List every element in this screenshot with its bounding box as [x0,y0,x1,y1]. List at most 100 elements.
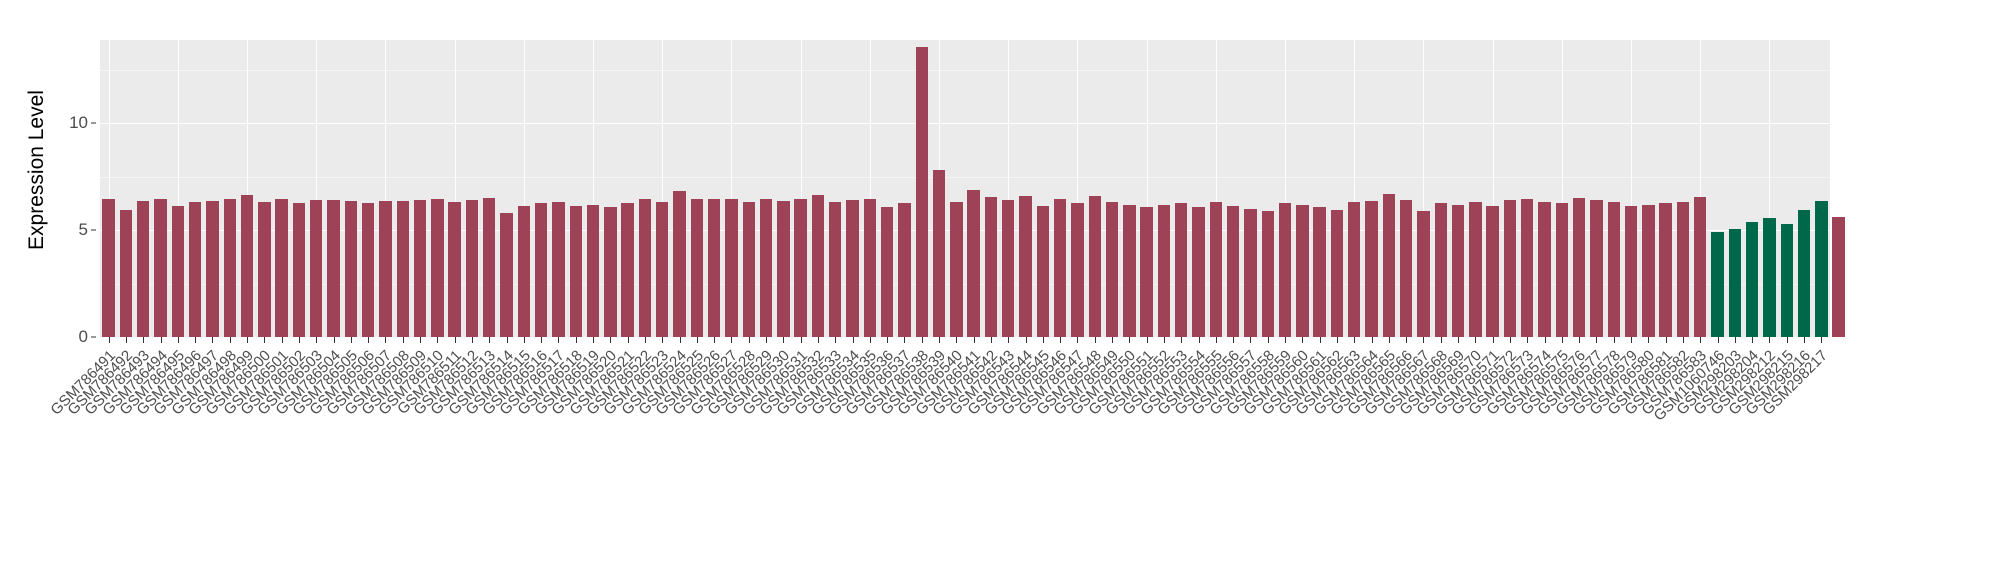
bar [465,200,479,337]
grid-line-vertical [177,40,179,337]
bar [137,201,150,337]
x-axis-tick-mark [748,337,750,343]
x-axis-tick-mark [247,337,249,343]
x-axis-tick-mark [990,337,992,343]
bar [1123,204,1136,337]
x-axis-tick-mark [1181,337,1183,343]
bar [725,199,738,337]
bar [361,203,375,337]
bar [1486,205,1499,337]
grid-line-vertical [247,40,249,337]
x-axis-tick-mark [1302,337,1304,343]
x-axis-tick-mark [1769,337,1771,343]
grid-line-vertical [454,40,456,337]
x-axis-tick-mark [1527,337,1529,343]
bar [327,200,340,337]
grid-line-vertical [1008,40,1010,337]
x-axis-tick-mark [420,337,422,343]
bar [1434,203,1447,337]
bar [310,200,323,337]
x-axis-tick-mark [1509,337,1511,343]
plot-panel [100,40,1845,337]
bar [1382,193,1396,337]
x-axis-tick-mark [869,337,871,343]
bar [569,205,582,337]
x-axis-tick-mark [212,337,214,343]
bar [431,199,444,337]
bar [240,194,254,337]
grid-line-vertical [593,40,595,337]
bar [1521,199,1534,337]
bar [206,201,219,337]
x-axis-tick-mark [679,337,681,343]
bar [1745,221,1759,337]
x-axis-tick-mark [1008,337,1010,343]
x-axis-tick-mark [350,337,352,343]
bar [413,200,427,337]
bar [1036,205,1050,337]
grid-line-vertical [1077,40,1079,337]
bar [1676,202,1690,337]
bar [932,170,946,337]
x-axis-tick-mark [817,337,819,343]
bar [777,201,790,337]
bar [1399,200,1413,337]
bar [621,203,634,337]
x-axis-tick-mark [575,337,577,343]
bar [534,203,548,337]
bar [1728,229,1742,337]
bar [759,199,773,337]
x-axis-tick-mark [229,337,231,343]
bar [794,199,807,337]
bar [656,202,669,337]
bar [863,199,877,337]
x-axis-tick-mark [1129,337,1131,343]
bar [1071,203,1084,337]
x-axis-tick-mark [1682,337,1684,343]
x-axis-tick-mark [1267,337,1269,343]
bar [811,194,825,337]
bar [1503,200,1517,337]
grid-line-vertical [1354,40,1356,337]
bar [1607,202,1620,337]
x-axis-tick-mark [1319,337,1321,343]
x-axis-tick-mark [1146,337,1148,343]
bar [1659,203,1672,337]
bar [915,47,928,337]
x-axis-tick-mark [1285,337,1287,343]
bar [898,203,911,337]
x-axis-tick-mark [1094,337,1096,343]
x-axis-tick-mark [1458,337,1460,343]
bar [1278,203,1292,337]
x-axis-tick-mark [1786,337,1788,343]
bar [604,206,617,337]
grid-line-vertical [1492,40,1494,337]
grid-line-vertical [1215,40,1217,337]
bar [880,206,894,337]
bar [552,202,565,337]
x-axis-tick-mark [852,337,854,343]
x-axis-tick-mark [108,337,110,343]
grid-line-vertical [316,40,318,337]
bar [1330,209,1344,337]
bar [707,199,721,337]
bar [119,209,133,337]
y-axis-tick-mark [91,122,96,124]
bar [1780,223,1793,337]
bar [742,202,755,337]
x-axis-tick-mark [523,337,525,343]
x-axis-tick-mark [1371,337,1373,343]
bar [673,190,686,337]
x-axis-tick-mark [644,337,646,343]
x-axis-tick-mark [1388,337,1390,343]
grid-line-major [100,230,1830,232]
bar [1815,201,1828,337]
bar [448,202,461,337]
x-axis-tick-mark [593,337,595,343]
bar [1209,202,1223,337]
x-axis-tick-mark [506,337,508,343]
x-axis-tick-mark [541,337,543,343]
x-axis-tick-mark [1544,337,1546,343]
bar [1313,206,1326,337]
